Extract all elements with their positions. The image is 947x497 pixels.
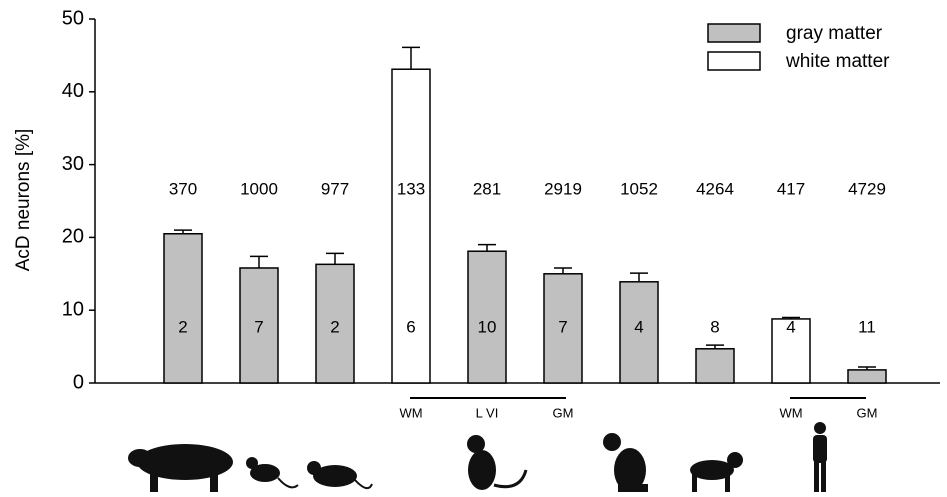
- silhouettes: [128, 422, 827, 492]
- bar: [696, 349, 734, 383]
- cell-count: 1000: [240, 179, 278, 198]
- cell-count: 2919: [544, 179, 582, 198]
- y-tick-label: 50: [62, 7, 84, 29]
- bar: [848, 370, 886, 383]
- legend-swatch: [708, 24, 760, 42]
- error-bar: [554, 268, 572, 274]
- animal-count: 6: [406, 317, 415, 336]
- cell-count: 4264: [696, 179, 734, 198]
- cell-count: 281: [473, 179, 501, 198]
- animal-count: 8: [710, 317, 719, 336]
- chart: AcD neurons [%] gray matter white matter…: [0, 0, 947, 497]
- cell-count: 1052: [620, 179, 658, 198]
- legend-label: white matter: [785, 51, 890, 72]
- animal-count: 2: [330, 317, 339, 336]
- y-axis-label: AcD neurons [%]: [13, 129, 34, 272]
- x-sub-label: L VI: [476, 405, 499, 420]
- animal-count: 4: [786, 317, 795, 336]
- y-tick-label: 30: [62, 153, 84, 175]
- x-sub-label: GM: [553, 405, 574, 420]
- y-tick-label: 40: [62, 80, 84, 102]
- animal-count: 2: [178, 317, 187, 336]
- error-bar: [630, 273, 648, 282]
- y-tick-label: 0: [73, 371, 84, 393]
- animal-count: 4: [634, 317, 643, 336]
- cell-count: 370: [169, 179, 197, 198]
- x-sub-label: WM: [399, 405, 422, 420]
- y-tick-label: 20: [62, 226, 84, 248]
- cell-count: 133: [397, 179, 425, 198]
- cell-count: 417: [777, 179, 805, 198]
- animal-count: 11: [858, 317, 876, 336]
- animal-count: 7: [254, 317, 263, 336]
- error-bar: [402, 47, 420, 69]
- legend-swatch: [708, 52, 760, 70]
- animal-count: 10: [478, 317, 497, 336]
- error-bar: [250, 256, 268, 268]
- cell-count: 977: [321, 179, 349, 198]
- x-sub-label: WM: [779, 405, 802, 420]
- bar: [164, 234, 202, 383]
- animal-count: 7: [558, 317, 567, 336]
- x-sub-label: GM: [857, 405, 878, 420]
- legend-label: gray matter: [786, 23, 883, 44]
- error-bar: [478, 245, 496, 252]
- y-tick-label: 10: [62, 298, 84, 320]
- cell-count: 4729: [848, 179, 886, 198]
- error-bar: [326, 253, 344, 264]
